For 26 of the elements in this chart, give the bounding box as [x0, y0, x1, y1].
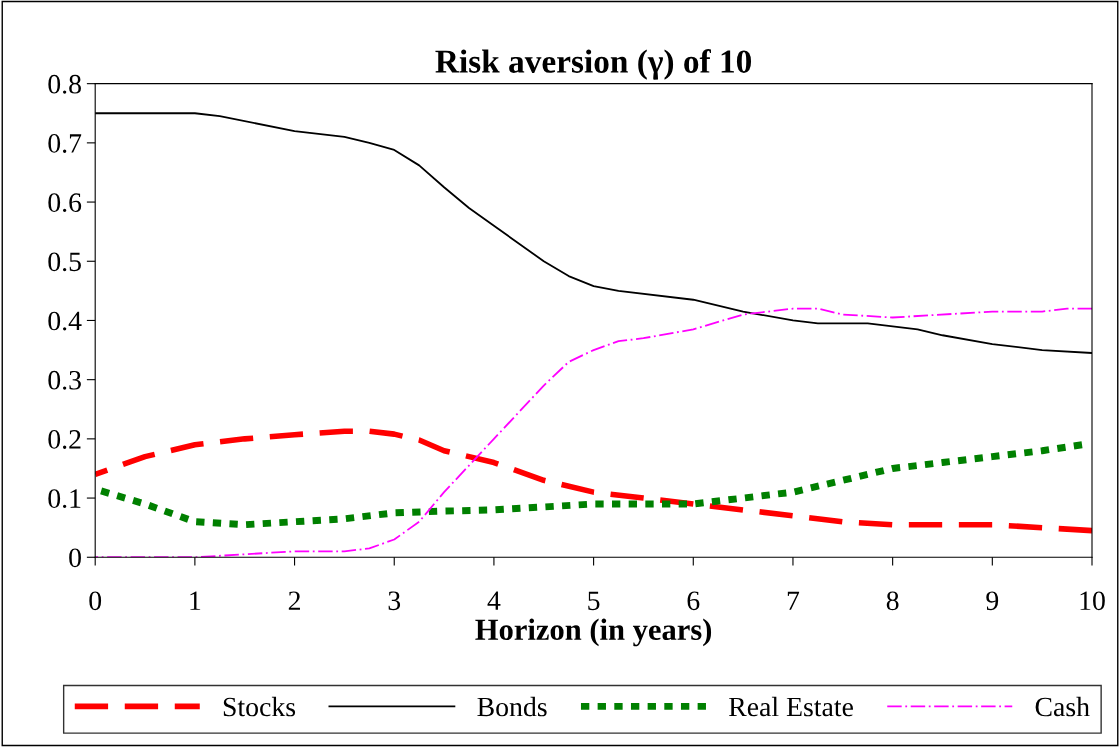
- legend-label: Bonds: [477, 696, 547, 717]
- x-tick-label: 10: [1080, 591, 1105, 611]
- x-tick-label: 0: [89, 591, 102, 611]
- y-tick-label: 0.1: [48, 489, 81, 509]
- x-tick-label: 3: [388, 591, 401, 611]
- y-tick-label: 0.8: [48, 74, 81, 94]
- x-tick-label: 5: [588, 591, 600, 611]
- y-tick-label: 0.4: [48, 311, 82, 331]
- x-tick-label: 4: [487, 591, 501, 610]
- y-tick-label: 0.2: [48, 430, 81, 449]
- y-tick-label: 0.6: [48, 193, 82, 213]
- y-tick-label: 0.5: [48, 252, 81, 272]
- x-tick-label: 8: [886, 591, 899, 611]
- x-tick-label: 9: [986, 591, 999, 611]
- legend-label: Real Estate: [728, 696, 853, 717]
- legend-label: Stocks: [223, 696, 296, 717]
- x-tick-label: 1: [190, 591, 201, 610]
- y-tick-label: 0.7: [48, 134, 82, 153]
- x-axis-title: Horizon (in years): [475, 618, 712, 647]
- chart-title: Risk aversion (γ) of 10: [435, 49, 752, 80]
- x-tick-label: 6: [687, 591, 700, 611]
- y-tick-label: 0: [69, 548, 81, 568]
- y-tick-label: 0.3: [48, 370, 81, 390]
- x-tick-label: 2: [288, 591, 300, 610]
- legend-label: Cash: [1035, 696, 1090, 717]
- x-tick-label: 7: [787, 591, 800, 610]
